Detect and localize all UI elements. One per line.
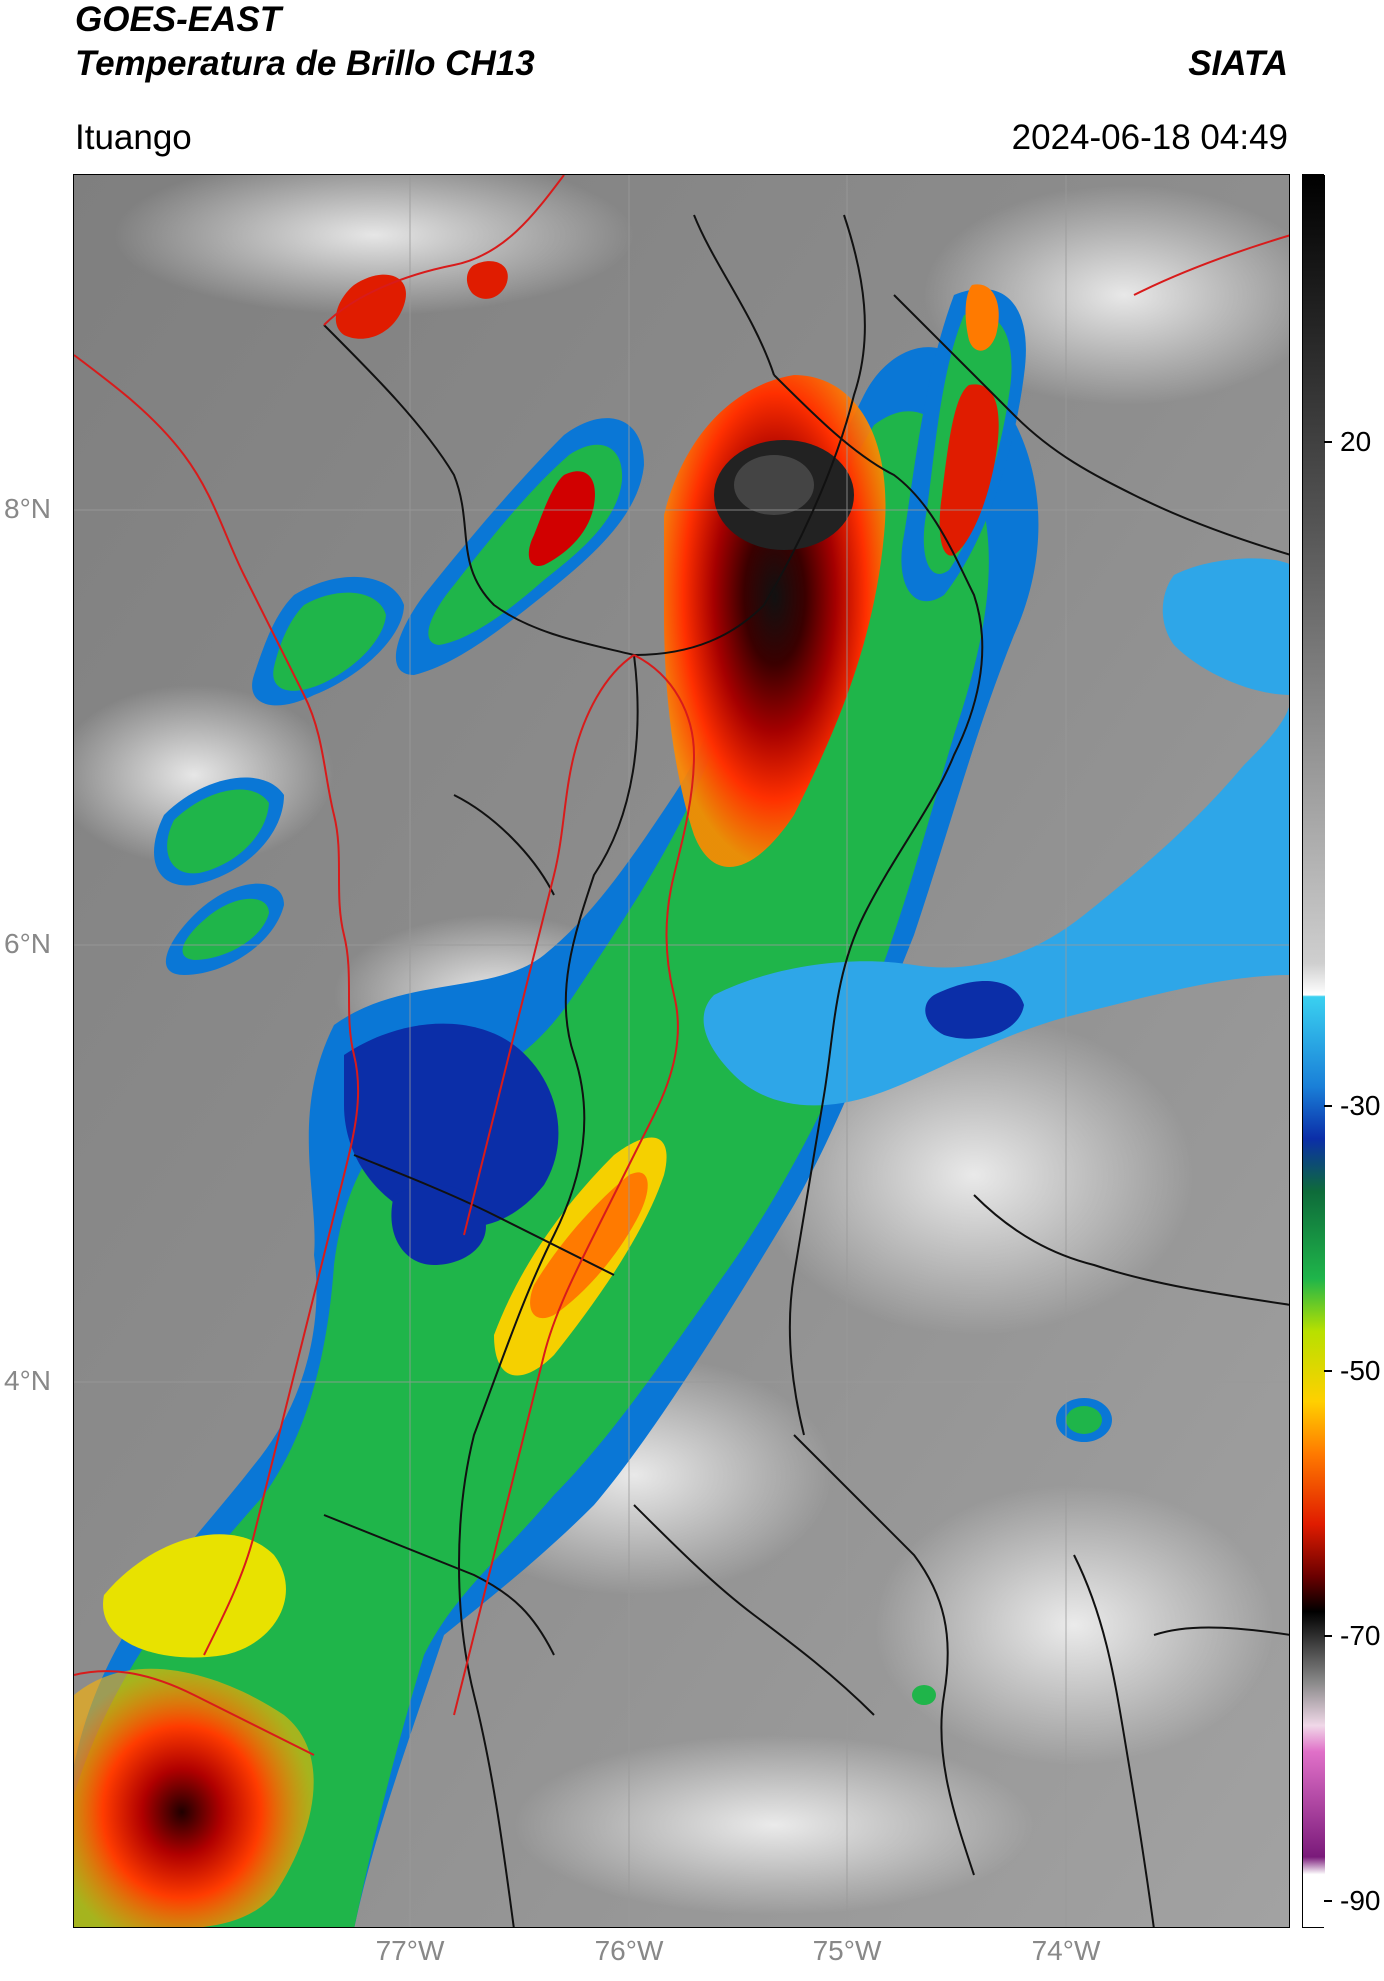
convective-cell <box>939 384 999 556</box>
cirrus-blue <box>925 981 1024 1039</box>
colorbar-label-minus30: -30 <box>1340 1090 1381 1121</box>
cold-core-south <box>74 1668 314 1927</box>
convective-cell <box>1066 1406 1102 1434</box>
lon-label-74w: 74°W <box>1031 1935 1101 1966</box>
convective-cell <box>466 261 508 299</box>
lon-label-77w: 77°W <box>375 1935 445 1966</box>
convective-cell <box>965 284 999 351</box>
overshooting-top <box>734 455 814 515</box>
colorbar-label-minus50: -50 <box>1340 1355 1381 1386</box>
department-borders <box>323 214 1289 1927</box>
cirrus-cyan <box>703 707 1289 1106</box>
colorbar-tick <box>1324 441 1332 443</box>
lat-label-4n: 4°N <box>4 1365 51 1396</box>
lon-label-76w: 76°W <box>594 1935 664 1966</box>
lon-label-75w: 75°W <box>812 1935 882 1966</box>
convective-cell <box>912 1685 936 1705</box>
colorbar-label-minus70: -70 <box>1340 1620 1381 1651</box>
lat-label-8n: 8°N <box>4 493 51 524</box>
datetime-label: 2024-06-18 04:49 <box>1011 118 1288 157</box>
colorbar-tick <box>1324 1370 1332 1372</box>
cold-pocket-blue <box>391 1184 486 1265</box>
cloud-patch <box>514 1735 1034 1915</box>
colorbar-label-20: 20 <box>1340 426 1372 457</box>
cloud-patch <box>874 1485 1274 1765</box>
coastline <box>74 175 1289 1756</box>
colorbar-tick <box>1324 1900 1332 1902</box>
title-product: Temperatura de Brillo CH13 <box>75 44 535 83</box>
graticule <box>74 175 1289 1927</box>
convective-cell <box>528 471 595 566</box>
convective-cell <box>273 592 386 691</box>
colorbar-tick <box>1324 1105 1332 1107</box>
colorbar-label-minus90: -90 <box>1340 1885 1381 1916</box>
warm-streak <box>103 1534 286 1658</box>
colorbar-gradient <box>1303 175 1325 1927</box>
convective-cell <box>167 789 269 874</box>
location-label: Ituango <box>75 118 192 157</box>
lat-label-6n: 6°N <box>4 928 51 959</box>
colorbar-tick <box>1324 1635 1332 1637</box>
colorbar <box>1302 174 1325 1928</box>
brand-label: SIATA <box>1188 44 1288 83</box>
title-satellite: GOES-EAST <box>75 0 282 39</box>
satellite-map <box>73 174 1290 1928</box>
convective-cell <box>335 274 406 339</box>
cirrus-cyan <box>1162 558 1289 695</box>
